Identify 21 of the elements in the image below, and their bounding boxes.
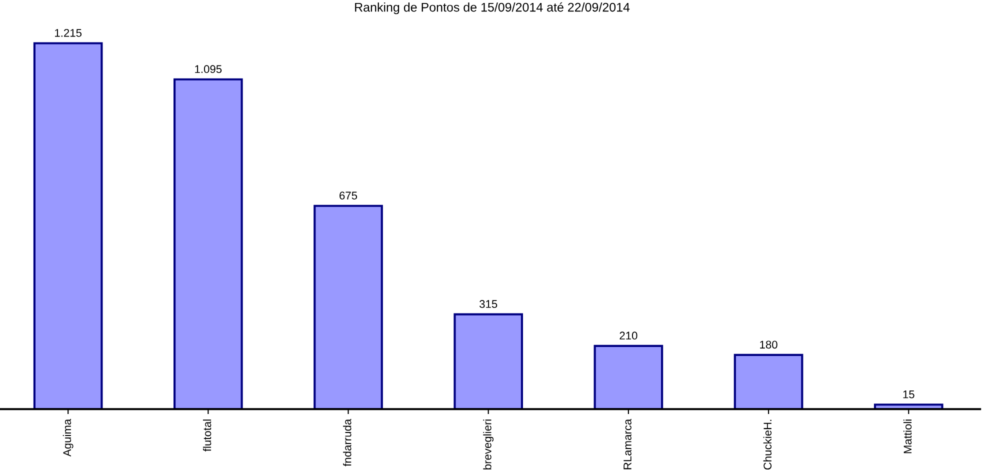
bar <box>594 344 664 410</box>
x-tick-label: fndarruda <box>343 418 352 466</box>
x-tick-label: Mattioli <box>903 420 912 454</box>
x-tick-label: breveglieri <box>483 420 494 470</box>
data-label: 675 <box>340 192 358 200</box>
data-label: 1.215 <box>55 29 82 37</box>
data-label: 15 <box>903 390 914 398</box>
bar <box>734 354 804 410</box>
bar <box>454 313 524 410</box>
chart-title: Ranking de Pontos de 15/09/2014 até 22/09/2014 <box>355 2 630 14</box>
data-label: 1.095 <box>195 65 222 74</box>
x-tick-label: RLamarca <box>624 418 632 470</box>
bar <box>174 78 243 410</box>
x-tick-label: flutotal <box>202 420 212 452</box>
data-label: 180 <box>760 340 778 349</box>
data-label: 210 <box>620 332 638 340</box>
x-tick-label: Aguima <box>62 418 74 457</box>
bar <box>314 204 383 410</box>
x-tick-label: ChuckieH. <box>763 420 772 470</box>
data-label: 315 <box>480 300 498 308</box>
bar <box>33 42 103 410</box>
